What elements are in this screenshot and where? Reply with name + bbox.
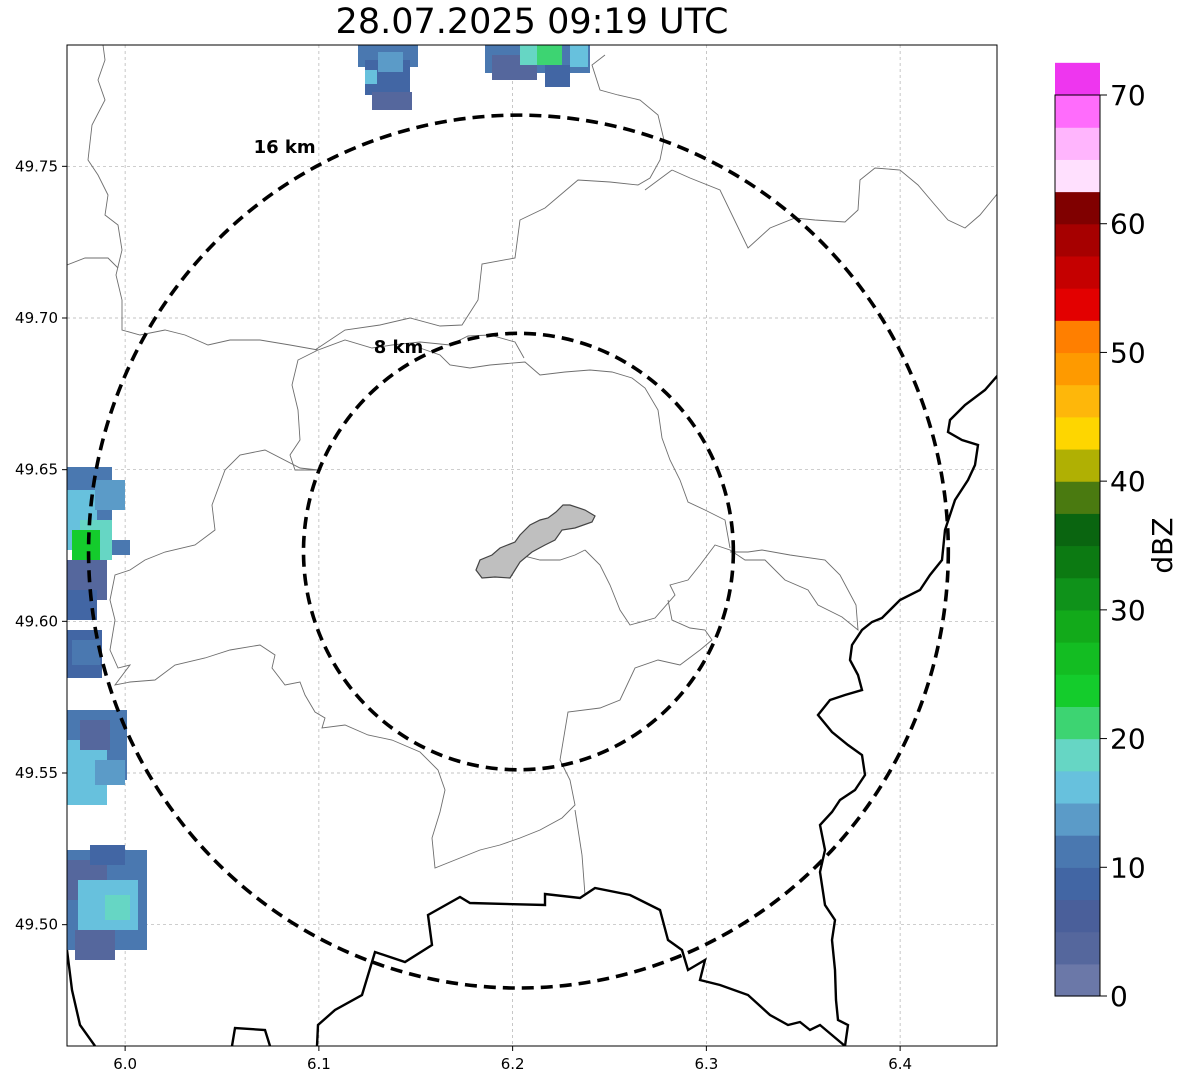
colorbar-bin	[1055, 738, 1100, 772]
colorbar-bin	[1055, 706, 1100, 740]
colorbar-tick-label: 20	[1110, 723, 1146, 756]
y-tick-label: 49.50	[15, 916, 58, 934]
colorbar-bin	[1055, 674, 1100, 707]
colorbar-bin	[1055, 127, 1100, 160]
echo-cluster-north-2	[485, 45, 590, 87]
colorbar-bin	[1055, 802, 1100, 836]
range-ring-8km	[301, 331, 736, 772]
map-frame	[66, 44, 998, 1047]
y-tick-label: 49.65	[15, 461, 58, 479]
ring-labels: 8 km 16 km	[254, 137, 424, 358]
colorbar-bin	[1055, 223, 1100, 257]
national-border	[67, 374, 997, 1046]
colorbar-tick-label: 50	[1110, 336, 1146, 369]
colorbar-tick-label: 60	[1110, 208, 1146, 241]
colorbar-bin	[1055, 577, 1100, 611]
colorbar-bin	[1055, 62, 1100, 96]
colorbar-tick-label: 30	[1110, 594, 1146, 627]
colorbar-label: dBZ	[1146, 517, 1179, 573]
colorbar-bin	[1055, 513, 1100, 547]
map-title: 28.07.2025 09:19 UTC	[335, 2, 729, 42]
colorbar-tick-label: 70	[1110, 79, 1146, 112]
colorbar-bin	[1055, 867, 1100, 901]
colorbar-bin	[1055, 899, 1100, 933]
y-tick-label: 49.60	[15, 612, 58, 630]
colorbar-tick-label: 40	[1110, 465, 1146, 498]
colorbar-bin	[1055, 835, 1100, 868]
highlighted-area	[475, 504, 596, 579]
y-tick-label: 49.55	[15, 764, 58, 782]
colorbar-bin	[1055, 448, 1100, 482]
ring-label-16km: 16 km	[254, 137, 316, 158]
colorbar-bin	[1055, 320, 1100, 354]
range-ring-16km	[86, 113, 951, 990]
colorbar-bin	[1055, 191, 1100, 225]
colorbar-bin	[1055, 931, 1100, 965]
x-tick-label: 6.1	[307, 1055, 331, 1073]
colorbar-bin	[1055, 288, 1100, 321]
colorbar-bin	[1055, 963, 1100, 997]
colorbar-bin	[1055, 384, 1100, 418]
colorbar-bin	[1055, 352, 1100, 386]
colorbar-bin	[1055, 609, 1100, 643]
colorbar-bin	[1055, 416, 1100, 450]
ring-label-8km: 8 km	[374, 337, 424, 358]
y-tick-label: 49.75	[15, 157, 58, 175]
colorbar-bin	[1055, 255, 1100, 289]
echo-cluster-west-1	[67, 467, 130, 620]
range-rings	[86, 113, 951, 990]
colorbar: 0 10 20 30 40 50 60 70 dBZ	[1054, 62, 1179, 1013]
colorbar-tick-label: 10	[1110, 851, 1146, 884]
colorbar-frame	[1054, 94, 1101, 997]
colorbar-bin	[1055, 545, 1100, 579]
x-tick-label: 6.2	[501, 1055, 525, 1073]
echo-cluster-west-3	[67, 710, 127, 805]
commune-boundaries	[67, 45, 997, 896]
y-tick-label: 49.70	[15, 309, 58, 327]
y-axis: 49.50 49.55 49.60 49.65 49.70 49.75	[15, 157, 67, 934]
echo-cluster-north-1	[358, 45, 418, 110]
radar-echoes	[67, 45, 590, 960]
x-tick-label: 6.4	[888, 1055, 912, 1073]
x-tick-label: 6.0	[113, 1055, 137, 1073]
map-area	[67, 45, 997, 1046]
colorbar-bin	[1055, 95, 1100, 128]
colorbar-bin	[1055, 770, 1100, 804]
colorbar-bin	[1055, 481, 1100, 514]
colorbar-bin	[1055, 159, 1100, 193]
colorbar-bin	[1055, 642, 1100, 675]
x-axis: 6.0 6.1 6.2 6.3 6.4	[113, 1046, 912, 1073]
echo-cluster-west-4	[67, 845, 147, 960]
colorbar-tick-label: 0	[1110, 980, 1128, 1013]
x-tick-label: 6.3	[694, 1055, 718, 1073]
